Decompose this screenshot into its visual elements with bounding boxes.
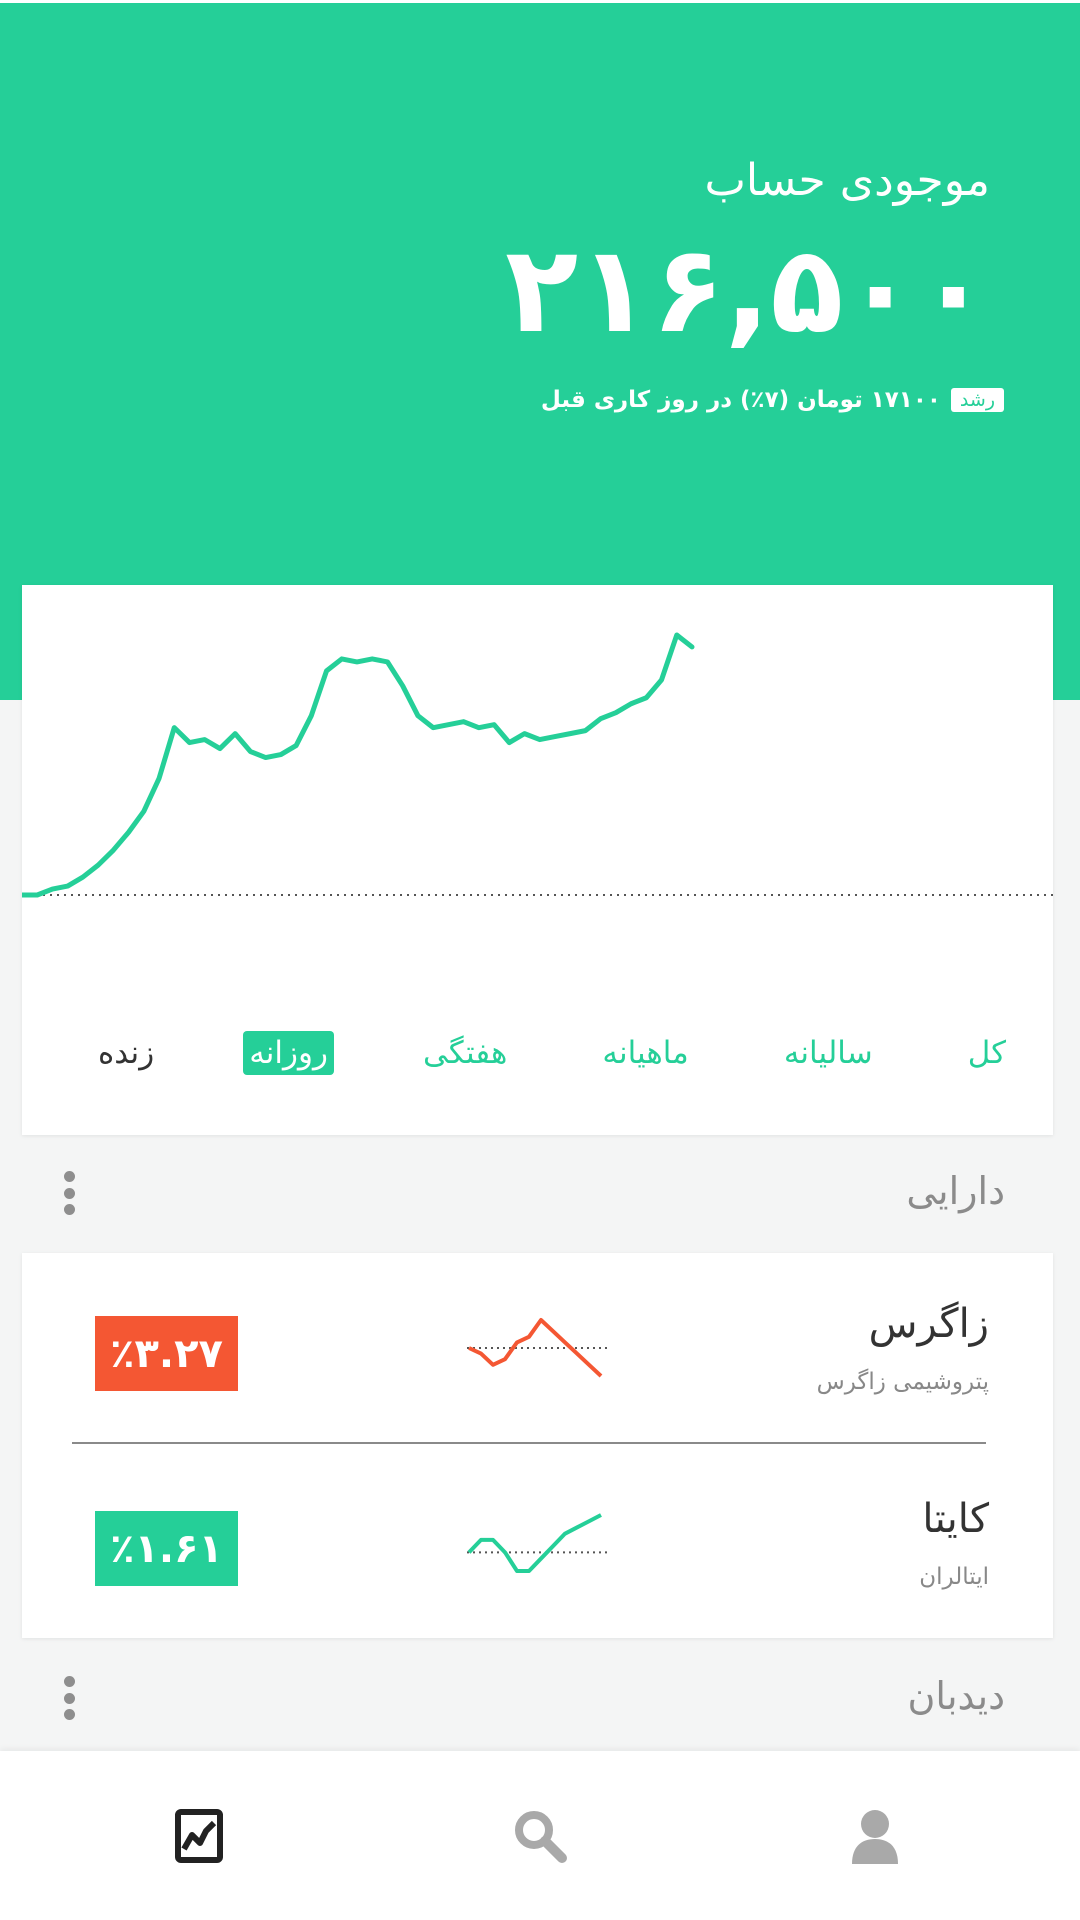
nav-search[interactable] [505, 1801, 575, 1871]
tab-daily[interactable]: روزانه [243, 1031, 334, 1075]
watchlist-section-header: دیدبان [22, 1668, 1053, 1728]
asset-change-badge: ٪۱.۶۱ [95, 1511, 238, 1586]
assets-section-title: دارایی [906, 1169, 1005, 1213]
list-item[interactable]: زاگرس پتروشیمی زاگرس ٪۳.۲۷ [22, 1253, 1053, 1444]
portfolio-chart-card: زنده روزانه هفتگی ماهیانه سالیانه کل [22, 585, 1053, 1135]
assets-section-header: دارایی [22, 1163, 1053, 1223]
portfolio-line-chart[interactable] [22, 585, 1053, 1015]
balance-header: موجودی حساب ۲۱۶,۵۰۰ رشد ۱۷۱۰۰ تومان (۷٪)… [0, 0, 1080, 700]
list-item[interactable]: کایتا ایتالران ٪۱.۶۱ [22, 1448, 1053, 1638]
time-range-tabs: زنده روزانه هفتگی ماهیانه سالیانه کل [92, 1025, 1012, 1081]
account-balance-title: موجودی حساب [704, 155, 990, 206]
growth-text: ۱۷۱۰۰ تومان (۷٪) در روز کاری قبل [540, 387, 941, 413]
portfolio-chart-icon [175, 1809, 223, 1863]
tab-live[interactable]: زنده [98, 1035, 155, 1071]
more-vertical-icon[interactable] [62, 1676, 76, 1720]
tab-yearly[interactable]: سالیانه [783, 1035, 873, 1071]
asset-symbol: کایتا [922, 1496, 989, 1542]
asset-sparkline [467, 1513, 607, 1573]
account-balance-value: ۲۱۶,۵۰۰ [504, 221, 990, 360]
more-vertical-icon[interactable] [62, 1171, 76, 1215]
watchlist-section-title: دیدبان [907, 1674, 1005, 1718]
nav-portfolio[interactable] [164, 1801, 234, 1871]
asset-company: پتروشیمی زاگرس [816, 1369, 989, 1395]
chart-series-line [22, 632, 695, 898]
sparkline-series [468, 1318, 603, 1378]
assets-list: زاگرس پتروشیمی زاگرس ٪۳.۲۷ کایتا ایتالرا… [22, 1253, 1053, 1638]
asset-symbol: زاگرس [868, 1301, 989, 1347]
bottom-navigation [0, 1751, 1080, 1920]
asset-change-badge: ٪۳.۲۷ [95, 1316, 238, 1391]
asset-sparkline [467, 1318, 607, 1378]
growth-badge: رشد [950, 388, 1004, 412]
nav-profile[interactable] [840, 1801, 910, 1871]
user-profile-icon [852, 1810, 898, 1864]
tab-monthly[interactable]: ماهیانه [602, 1035, 689, 1071]
tab-weekly[interactable]: هفتگی [422, 1035, 508, 1071]
search-icon [515, 1811, 567, 1863]
asset-company: ایتالران [919, 1564, 989, 1590]
growth-info: رشد ۱۷۱۰۰ تومان (۷٪) در روز کاری قبل [541, 387, 1004, 413]
sparkline-series [467, 1513, 602, 1573]
divider [72, 1442, 986, 1444]
tab-all[interactable]: کل [967, 1035, 1006, 1071]
